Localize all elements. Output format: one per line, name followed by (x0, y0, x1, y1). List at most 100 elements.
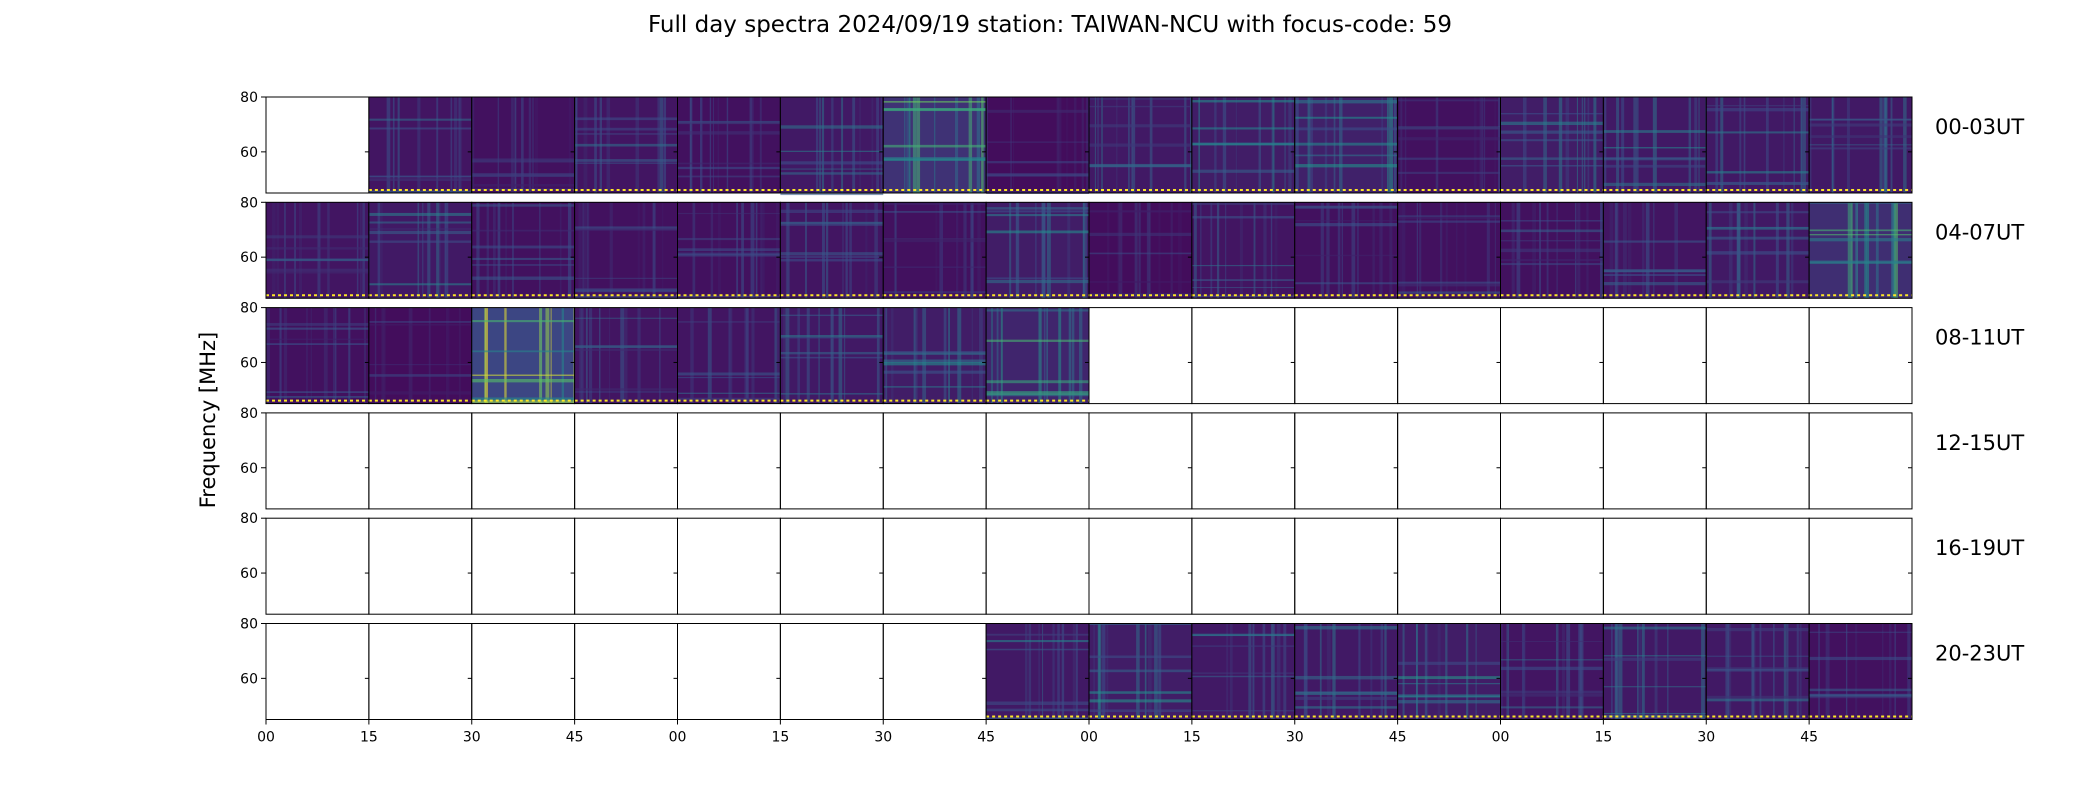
panel-frame (1088, 517, 1193, 615)
spectrum-band (1089, 293, 1192, 297)
spectrum-streak (1402, 623, 1405, 720)
x-tick-label: 30 (874, 730, 892, 746)
spectrum-band (1500, 164, 1604, 167)
spectrum-streak (939, 202, 944, 299)
row-label: 20-23UT (1935, 642, 2024, 666)
spectrum-band (1809, 631, 1912, 633)
spectrum-band (368, 374, 472, 377)
spectrum-band (1809, 202, 1912, 204)
spectrum-streak (842, 202, 844, 299)
chart-title: Full day spectra 2024/09/19 station: TAI… (647, 12, 1453, 38)
y-tick-label: 80 (240, 406, 258, 422)
spectrum-band (1397, 683, 1501, 685)
spectrum-streak (1728, 202, 1733, 299)
spectrum-streak (1456, 202, 1458, 299)
spectrum-band (1294, 696, 1398, 700)
spectrum-streak (1075, 623, 1078, 720)
spectrum-streak (1891, 202, 1895, 299)
spectrum-streak (1654, 623, 1658, 720)
panel-frame (1500, 307, 1604, 405)
spectrum-band (780, 337, 884, 339)
spectrum-streak (1416, 202, 1418, 299)
spectrum-band (1089, 691, 1192, 694)
spectrum-streak (830, 307, 834, 404)
spectrum-band (471, 257, 575, 260)
spectrum-panel (1191, 623, 1296, 720)
spectrum-panel (265, 96, 370, 194)
spectrum-streak (545, 307, 550, 404)
spectrum-band (986, 633, 1089, 636)
spectrum-panel (368, 307, 473, 405)
panel-frame (1705, 307, 1810, 405)
spectrum-band (1397, 99, 1501, 102)
spectrum-band (1809, 233, 1912, 236)
spectrum-band (368, 178, 472, 182)
spectrum-background (986, 202, 1089, 299)
spectrum-streak (1753, 202, 1756, 299)
spectrum-background (883, 307, 987, 404)
spectrum-band (574, 143, 678, 147)
spectrum-band (1089, 655, 1192, 659)
spectrum-panel (1294, 412, 1399, 510)
spectrum-streak (1636, 623, 1639, 720)
spectrum-band (883, 238, 987, 243)
spectrum-band (471, 276, 575, 280)
spectrum-streak (1041, 202, 1046, 299)
panel-frame (574, 517, 678, 615)
spectrum-streak (964, 202, 967, 299)
spectrum-streak (1725, 623, 1730, 720)
spectrum-band (1603, 269, 1707, 273)
y-tick-label: 80 (240, 617, 258, 633)
spectrum-band (780, 222, 884, 226)
spectrum-streak (1743, 97, 1746, 193)
spectrum-streak (971, 307, 973, 404)
spectrum-band (1294, 691, 1398, 694)
spectrum-panel (1602, 517, 1707, 615)
spectrum-panel (677, 517, 781, 615)
spectrum-streak (1739, 97, 1742, 193)
panel-frame (1808, 517, 1913, 615)
spectrum-streak (1283, 623, 1287, 720)
spectrum-streak (586, 202, 590, 299)
spectrum-panel (265, 517, 370, 615)
spectrum-streak (1864, 202, 1867, 299)
spectrum-streak (559, 202, 562, 299)
spectrum-streak (1576, 97, 1578, 193)
spectrum-streak (1523, 623, 1526, 720)
spectrum-background (1294, 623, 1398, 720)
spectrum-panel (574, 201, 678, 299)
spectrum-panel (1808, 201, 1913, 299)
panel-frame (1191, 517, 1296, 615)
spectrum-streak (1437, 623, 1441, 720)
spectrum-panel (1602, 623, 1707, 720)
spectrum-streak (266, 307, 270, 404)
spectrum-panel (574, 517, 678, 615)
spectrum-band (471, 397, 575, 401)
spectrum-band (1089, 105, 1192, 108)
spectrum-background (883, 202, 987, 299)
spectrum-panel (882, 96, 987, 194)
spectrum-streak (1645, 202, 1650, 299)
spectrum-streak (283, 307, 288, 404)
spectrum-band (780, 221, 884, 224)
spectrum-streak (458, 307, 461, 404)
spectrum-streak (1081, 97, 1084, 193)
spectrum-panel (1808, 517, 1913, 615)
spectrum-streak (579, 307, 583, 404)
spectrum-streak (1890, 623, 1893, 720)
spectrum-panel (985, 517, 1090, 615)
spectrum-panel (985, 307, 1090, 405)
spectrum-streak (1473, 97, 1477, 193)
spectrum-streak (1775, 202, 1779, 299)
spectrum-streak (1058, 307, 1062, 404)
spectrum-streak (1276, 623, 1281, 720)
spectrum-panel (368, 201, 473, 299)
spectrum-band (883, 211, 987, 213)
spectrum-streak (1727, 623, 1732, 720)
spectrum-streak (1028, 623, 1032, 720)
spectrum-panel (779, 307, 884, 405)
y-tick-label: 80 (240, 90, 258, 106)
spectrum-streak (880, 97, 882, 193)
spectrum-streak (1561, 623, 1565, 720)
spectrum-streak (497, 202, 501, 299)
